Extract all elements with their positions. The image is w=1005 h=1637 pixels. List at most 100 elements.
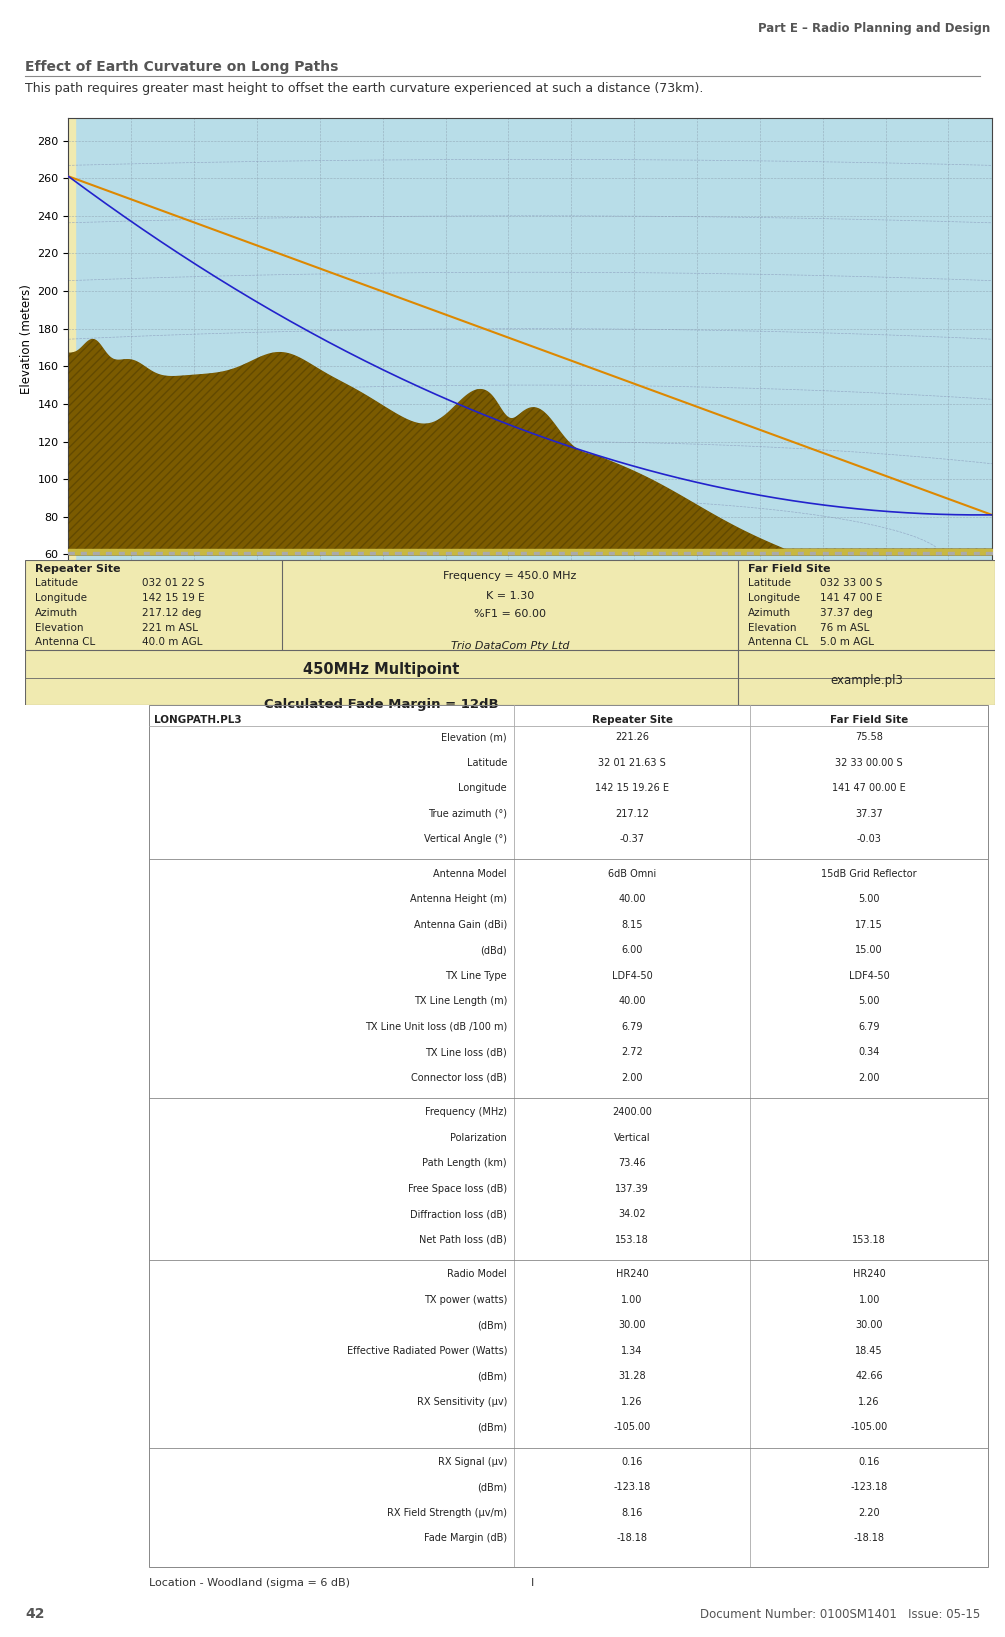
Text: -18.18: -18.18 — [853, 1534, 884, 1544]
Text: RX Signal (μv): RX Signal (μv) — [438, 1457, 508, 1467]
Text: TX power (watts): TX power (watts) — [424, 1295, 508, 1305]
Text: 5.0 m AGL: 5.0 m AGL — [820, 637, 874, 647]
Text: -0.03: -0.03 — [856, 835, 881, 845]
Text: Calculated Fade Margin = 12dB: Calculated Fade Margin = 12dB — [264, 699, 498, 712]
Text: Connector loss (dB): Connector loss (dB) — [411, 1072, 508, 1082]
Text: 37.37: 37.37 — [855, 809, 883, 818]
Text: 8.16: 8.16 — [621, 1508, 643, 1517]
Text: 137.39: 137.39 — [615, 1184, 649, 1193]
Text: Elevation: Elevation — [748, 622, 796, 632]
Text: (dBm): (dBm) — [477, 1372, 508, 1382]
Text: Net Path loss (dB): Net Path loss (dB) — [419, 1234, 508, 1244]
Text: Antenna CL: Antenna CL — [35, 637, 95, 647]
Text: 1.26: 1.26 — [858, 1396, 880, 1406]
Text: (dBm): (dBm) — [477, 1423, 508, 1432]
Text: 142 15 19.26 E: 142 15 19.26 E — [595, 782, 669, 792]
Text: 0.16: 0.16 — [621, 1457, 643, 1467]
Text: Repeater Site: Repeater Site — [35, 565, 121, 575]
Text: -123.18: -123.18 — [850, 1481, 887, 1493]
Text: Antenna CL: Antenna CL — [748, 637, 808, 647]
Text: 32 01 21.63 S: 32 01 21.63 S — [598, 758, 666, 768]
Text: Longitude: Longitude — [748, 593, 800, 602]
Text: example.pl3: example.pl3 — [830, 674, 902, 688]
Text: 6.79: 6.79 — [621, 1021, 643, 1031]
Text: Path Length (km): Path Length (km) — [422, 1159, 508, 1169]
Text: Azimuth: Azimuth — [35, 607, 78, 617]
Text: Elevation: Elevation — [35, 622, 83, 632]
Text: Part E – Radio Planning and Design: Part E – Radio Planning and Design — [758, 21, 990, 34]
Text: Vertical: Vertical — [614, 1133, 650, 1143]
Text: Antenna Gain (dBi): Antenna Gain (dBi) — [414, 920, 508, 930]
Text: 221 m ASL: 221 m ASL — [142, 622, 198, 632]
Text: 18.45: 18.45 — [855, 1346, 883, 1355]
Text: 32 33 00.00 S: 32 33 00.00 S — [835, 758, 902, 768]
Text: Elevation (m): Elevation (m) — [441, 732, 508, 742]
Text: RX Field Strength (μv/m): RX Field Strength (μv/m) — [387, 1508, 508, 1517]
Text: 217.12: 217.12 — [615, 809, 649, 818]
Text: RX Sensitivity (μv): RX Sensitivity (μv) — [417, 1396, 508, 1406]
Text: -123.18: -123.18 — [613, 1481, 650, 1493]
Text: LDF4-50: LDF4-50 — [849, 971, 889, 981]
Text: 17.15: 17.15 — [855, 920, 883, 930]
Text: 2400.00: 2400.00 — [612, 1107, 652, 1116]
Text: 1.26: 1.26 — [621, 1396, 643, 1406]
Text: Document Number: 0100SM1401   Issue: 05-15: Document Number: 0100SM1401 Issue: 05-15 — [699, 1608, 980, 1621]
Text: LDF4-50: LDF4-50 — [612, 971, 652, 981]
Text: 5.00: 5.00 — [858, 997, 880, 1007]
Bar — [68, 118, 74, 560]
Text: 15.00: 15.00 — [855, 945, 883, 954]
X-axis label: Path Length (73.46 km): Path Length (73.46 km) — [460, 584, 600, 598]
Text: 2.00: 2.00 — [858, 1072, 880, 1082]
Text: 37.37 deg: 37.37 deg — [820, 607, 873, 617]
Text: Effect of Earth Curvature on Long Paths: Effect of Earth Curvature on Long Paths — [25, 61, 339, 74]
Text: 153.18: 153.18 — [615, 1234, 649, 1244]
Text: Diffraction loss (dB): Diffraction loss (dB) — [410, 1210, 508, 1220]
Text: 8.15: 8.15 — [621, 920, 643, 930]
Text: (dBm): (dBm) — [477, 1481, 508, 1493]
Text: 40.0 m AGL: 40.0 m AGL — [142, 637, 202, 647]
Text: LONGPATH.PL3: LONGPATH.PL3 — [154, 715, 241, 725]
Text: Far Field Site: Far Field Site — [748, 565, 830, 575]
Text: -18.18: -18.18 — [617, 1534, 647, 1544]
Text: 15dB Grid Reflector: 15dB Grid Reflector — [821, 869, 917, 879]
Text: Trio DataCom Pty Ltd: Trio DataCom Pty Ltd — [451, 642, 569, 652]
Text: Frequency (MHz): Frequency (MHz) — [425, 1107, 508, 1116]
Text: 5.00: 5.00 — [858, 894, 880, 904]
Text: 032 01 22 S: 032 01 22 S — [142, 578, 204, 588]
Text: TX Line Unit loss (dB /100 m): TX Line Unit loss (dB /100 m) — [365, 1021, 508, 1031]
Text: Far Field Site: Far Field Site — [830, 715, 909, 725]
Text: HR240: HR240 — [616, 1269, 648, 1278]
Text: Antenna Model: Antenna Model — [433, 869, 508, 879]
Text: TX Line Type: TX Line Type — [445, 971, 508, 981]
Text: 1.34: 1.34 — [621, 1346, 643, 1355]
Text: 2.00: 2.00 — [621, 1072, 643, 1082]
Text: Longitude: Longitude — [35, 593, 86, 602]
Text: 73.46: 73.46 — [618, 1159, 646, 1169]
Text: Longitude: Longitude — [458, 782, 508, 792]
Text: 142 15 19 E: 142 15 19 E — [142, 593, 204, 602]
Text: -105.00: -105.00 — [850, 1423, 887, 1432]
Text: HR240: HR240 — [853, 1269, 885, 1278]
Text: 221.26: 221.26 — [615, 732, 649, 742]
Text: Free Space loss (dB): Free Space loss (dB) — [408, 1184, 508, 1193]
Text: 42: 42 — [25, 1606, 44, 1621]
Text: Latitude: Latitude — [466, 758, 508, 768]
Text: -105.00: -105.00 — [613, 1423, 650, 1432]
Text: 6.79: 6.79 — [858, 1021, 880, 1031]
Text: 1.00: 1.00 — [858, 1295, 879, 1305]
Text: Latitude: Latitude — [35, 578, 77, 588]
Text: This path requires greater mast height to offset the earth curvature experienced: This path requires greater mast height t… — [25, 82, 703, 95]
Text: 42.66: 42.66 — [855, 1372, 883, 1382]
Text: 450MHz Multipoint: 450MHz Multipoint — [304, 661, 459, 678]
Text: 6.00: 6.00 — [621, 945, 643, 954]
Text: Location - Woodland (sigma = 6 dB): Location - Woodland (sigma = 6 dB) — [149, 1578, 350, 1588]
Text: TX Line loss (dB): TX Line loss (dB) — [425, 1048, 508, 1058]
Text: Polarization: Polarization — [450, 1133, 508, 1143]
Text: 6dB Omni: 6dB Omni — [608, 869, 656, 879]
Text: Frequency = 450.0 MHz: Frequency = 450.0 MHz — [443, 571, 577, 581]
Text: Vertical Angle (°): Vertical Angle (°) — [424, 835, 508, 845]
Text: True azimuth (°): True azimuth (°) — [428, 809, 508, 818]
Text: Radio Model: Radio Model — [447, 1269, 508, 1278]
Text: TX Line Length (m): TX Line Length (m) — [414, 997, 508, 1007]
Text: Antenna Height (m): Antenna Height (m) — [410, 894, 508, 904]
